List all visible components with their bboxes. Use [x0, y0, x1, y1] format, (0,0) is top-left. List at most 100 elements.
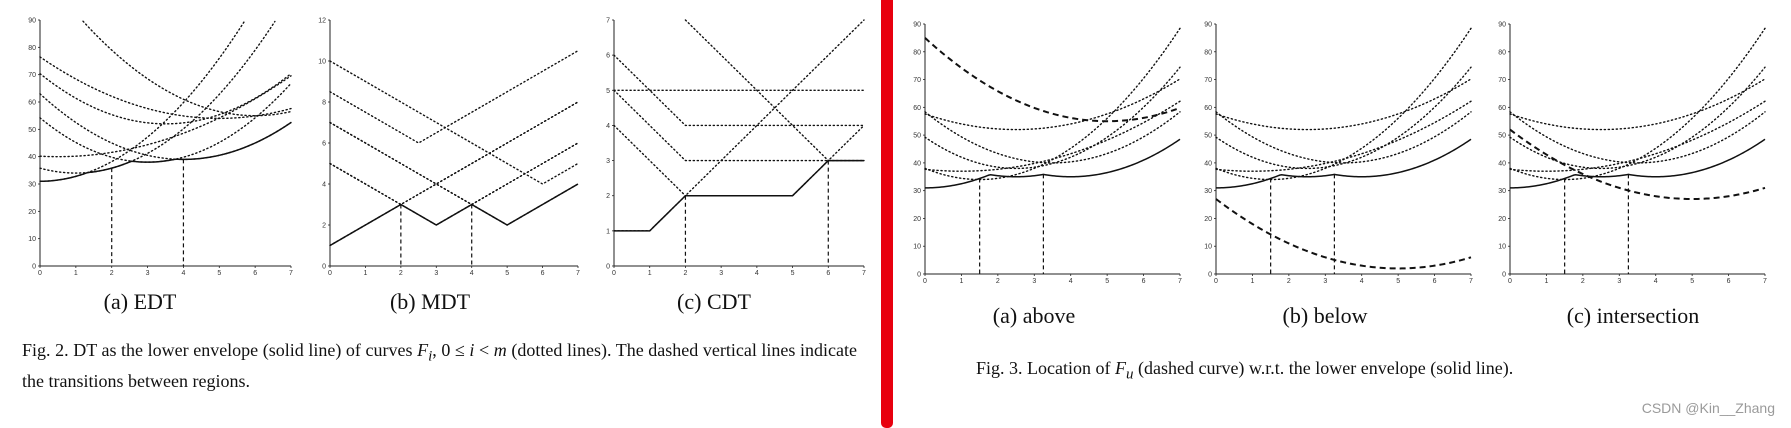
x-tick-label-mdt: 0 [328, 270, 332, 277]
dotted-curve-above-0 [924, 27, 1181, 181]
fig3-caption-suffix: (dashed curve) w.r.t. the lower envelope… [1133, 358, 1514, 378]
dotted-curve-cdt-2 [684, 19, 865, 162]
y-tick-label-mdt: 10 [318, 59, 326, 66]
dotted-curve-above-2 [924, 111, 1181, 164]
y-tick-label-below: 70 [1204, 77, 1212, 84]
dotted-curve-above-3 [924, 78, 1181, 131]
y-tick-label-above: 10 [913, 244, 921, 251]
dotted-curve-mdt-1 [329, 101, 579, 206]
x-tick-label-below: 4 [1360, 278, 1364, 285]
dotted-curve-edt-3 [39, 93, 292, 161]
y-tick-label-cdt: 3 [606, 158, 610, 165]
y-tick-label-below: 10 [1204, 244, 1212, 251]
x-tick-label-above: 0 [923, 278, 927, 285]
dotted-curve-cdt-3 [613, 89, 865, 162]
y-tick-label-edt: 40 [28, 154, 36, 161]
fig2-panel-a-label: (a) EDT [103, 289, 177, 314]
y-tick-label-above: 70 [913, 77, 921, 84]
x-tick-label-mdt: 7 [576, 270, 580, 277]
x-tick-label-above: 4 [1069, 278, 1073, 285]
y-tick-label-edt: 70 [28, 72, 36, 79]
y-tick-label-intersection: 0 [1502, 272, 1506, 279]
dotted-curve-intersection-0 [1509, 27, 1766, 181]
y-tick-label-mdt: 0 [322, 264, 326, 271]
dotted-curve-below-0 [1215, 27, 1472, 181]
lower-envelope-below [1215, 138, 1472, 189]
y-tick-label-intersection: 20 [1498, 216, 1506, 223]
x-tick-label-edt: 1 [74, 270, 78, 277]
x-tick-label-below: 1 [1250, 278, 1254, 285]
fig3-panel-c-label: (c) intersection [1566, 303, 1700, 328]
x-tick-label-cdt: 4 [755, 270, 759, 277]
y-tick-label-edt: 10 [28, 236, 36, 243]
watermark: CSDN @Kin__Zhang [1641, 400, 1775, 416]
y-tick-label-intersection: 80 [1498, 49, 1506, 56]
x-tick-label-intersection: 7 [1763, 278, 1767, 285]
y-tick-label-edt: 50 [28, 127, 36, 134]
dotted-curve-intersection-4 [1509, 100, 1766, 172]
y-tick-label-intersection: 30 [1498, 188, 1506, 195]
red-divider-bar [881, 0, 893, 428]
x-tick-label-cdt: 0 [612, 270, 616, 277]
y-tick-label-below: 80 [1204, 49, 1212, 56]
fig2-caption-prefix: Fig. 2. DT as the lower envelope (solid … [22, 340, 418, 360]
y-tick-label-edt: 80 [28, 45, 36, 52]
dotted-curve-mdt-5 [329, 50, 579, 144]
y-tick-label-above: 80 [913, 49, 921, 56]
x-tick-label-intersection: 6 [1727, 278, 1731, 285]
fig2-caption-F: F [417, 340, 429, 360]
y-tick-label-intersection: 10 [1498, 244, 1506, 251]
lower-envelope-mdt [329, 183, 579, 247]
fig3-caption-F: F [1114, 358, 1126, 378]
y-tick-label-below: 20 [1204, 216, 1212, 223]
y-tick-label-intersection: 40 [1498, 160, 1506, 167]
x-tick-label-mdt: 4 [470, 270, 474, 277]
lower-envelope-intersection [1509, 138, 1766, 189]
y-tick-label-intersection: 60 [1498, 105, 1506, 112]
y-tick-label-below: 0 [1208, 272, 1212, 279]
fig2-caption-mid: , 0 ≤ [432, 340, 470, 360]
x-tick-label-edt: 0 [38, 270, 42, 277]
lower-envelope-above [924, 138, 1181, 189]
dotted-curve-edt-1 [39, 20, 276, 174]
y-tick-label-cdt: 6 [606, 53, 610, 60]
dotted-curve-intersection-1 [1509, 66, 1766, 170]
y-tick-label-intersection: 50 [1498, 133, 1506, 140]
dotted-curve-edt-5 [39, 56, 292, 120]
x-tick-label-edt: 7 [289, 270, 293, 277]
dotted-curve-above-1 [924, 66, 1181, 170]
x-tick-label-cdt: 6 [826, 270, 830, 277]
fig2-caption-m: m [493, 340, 507, 360]
y-tick-label-mdt: 8 [322, 100, 326, 107]
x-tick-label-below: 5 [1396, 278, 1400, 285]
dotted-curve-edt-4 [39, 72, 292, 125]
dotted-curve-cdt-4 [613, 54, 865, 127]
fig2-caption-i: i [469, 340, 475, 360]
fig3-caption: Fig. 3. Location of Fu (dashed curve) w.… [976, 356, 1696, 387]
x-tick-label-intersection: 1 [1544, 278, 1548, 285]
x-tick-label-mdt: 2 [399, 270, 403, 277]
y-tick-label-above: 50 [913, 133, 921, 140]
x-tick-label-mdt: 3 [434, 270, 438, 277]
dotted-curve-intersection-3 [1509, 78, 1766, 131]
lower-envelope-cdt [614, 159, 864, 232]
x-tick-label-edt: 6 [253, 270, 257, 277]
y-tick-label-above: 0 [917, 272, 921, 279]
y-tick-label-above: 40 [913, 160, 921, 167]
x-tick-label-cdt: 1 [648, 270, 652, 277]
fig3-caption-sub: u [1125, 366, 1134, 383]
x-tick-label-below: 6 [1433, 278, 1437, 285]
y-tick-label-cdt: 2 [606, 193, 610, 200]
fig3-panel-a-label: (a) above [992, 303, 1076, 328]
x-tick-label-below: 0 [1214, 278, 1218, 285]
dashed-curve-above [924, 37, 1181, 123]
dotted-curve-below-2 [1215, 111, 1472, 164]
y-tick-label-intersection: 90 [1498, 22, 1506, 29]
dotted-curve-intersection-2 [1509, 111, 1766, 164]
y-tick-label-below: 50 [1204, 133, 1212, 140]
x-tick-label-above: 6 [1142, 278, 1146, 285]
y-tick-label-edt: 0 [32, 264, 36, 271]
dotted-curve-below-4 [1215, 100, 1472, 172]
